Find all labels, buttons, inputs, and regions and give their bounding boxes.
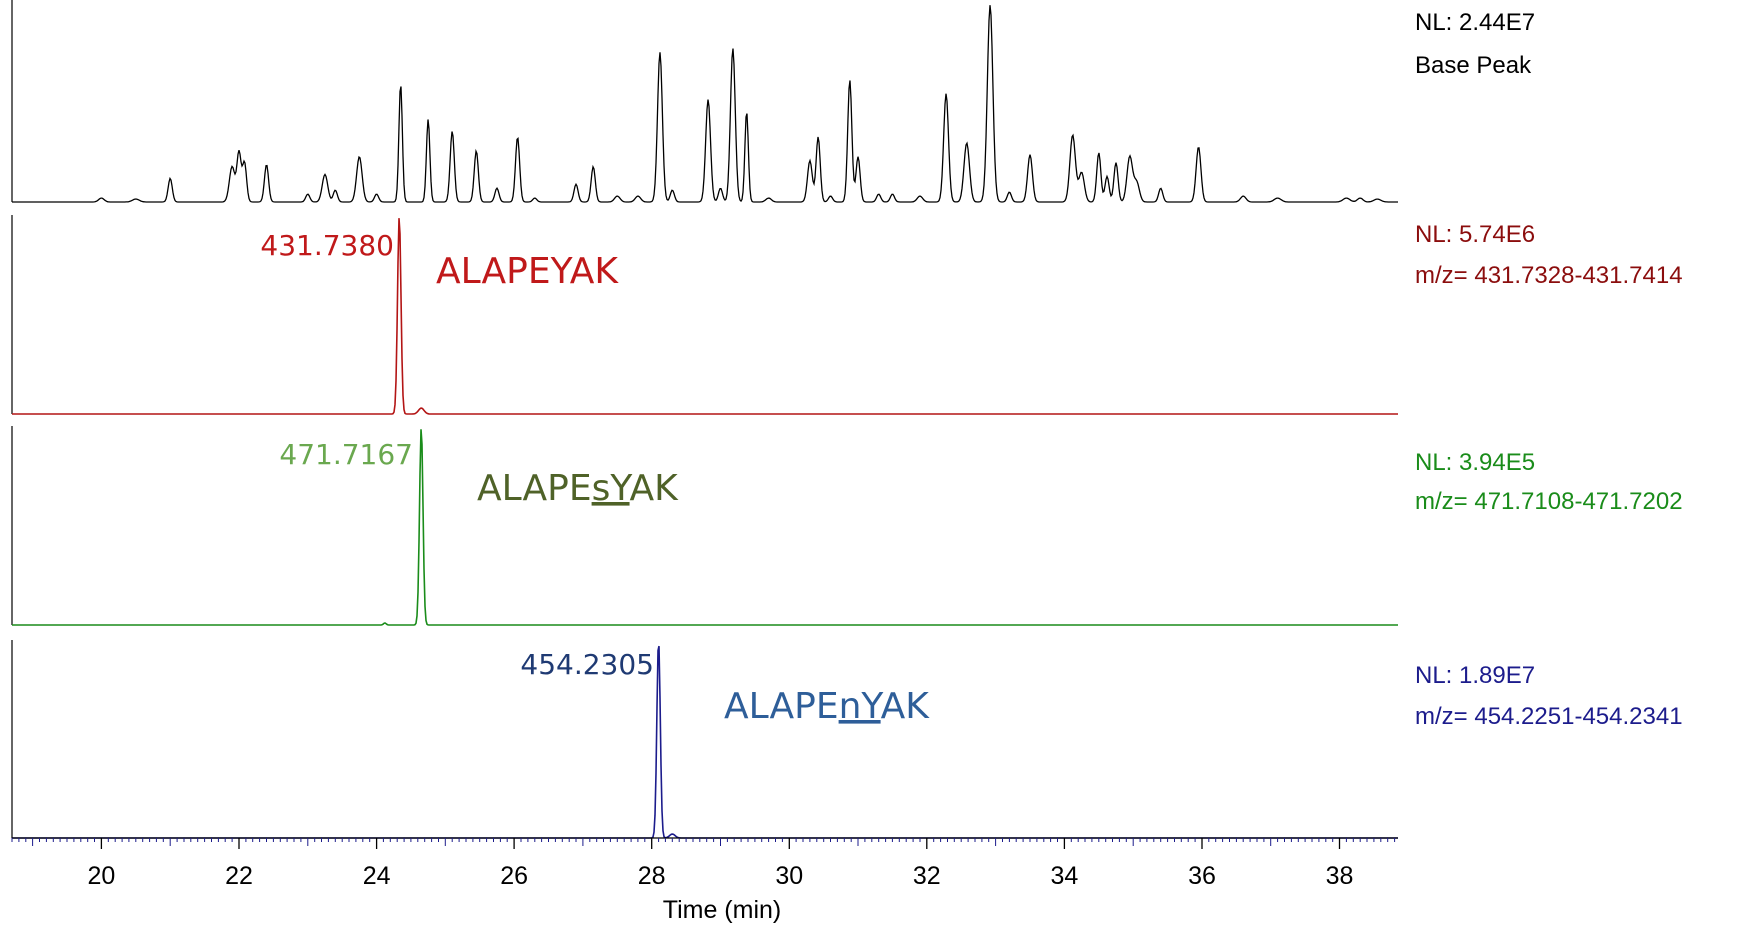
alapeyak-peptide-label: ALAPEYAK — [436, 251, 619, 292]
panel-alapeyak: 431.7380 ALAPEYAK NL: 5.74E6 m/z= 431.73… — [11, 215, 1683, 415]
x-axis: 20 22 24 26 28 30 32 34 36 38 — [11, 837, 1398, 890]
alapeyak-mz-label: 431.7380 — [260, 229, 394, 262]
x-axis-title: Time (min) — [663, 896, 782, 924]
alapesyak-mz-range-label: m/z= 471.7108-471.7202 — [1415, 488, 1683, 515]
alapesyak-trace — [12, 429, 1398, 626]
x-tick-label: 26 — [500, 862, 528, 890]
panel-base-peak: NL: 2.44E7 Base Peak — [11, 0, 1535, 203]
x-tick-label: 36 — [1188, 862, 1216, 890]
x-tick-label: 32 — [913, 862, 941, 890]
alapenyak-mz-range-label: m/z= 454.2251-454.2341 — [1415, 703, 1683, 730]
alapenyak-peptide-label: ALAPEnYAK — [724, 686, 930, 727]
alapenyak-nl-label: NL: 1.89E7 — [1415, 662, 1535, 689]
panel-alapenyak: 454.2305 ALAPEnYAK NL: 1.89E7 m/z= 454.2… — [11, 640, 1683, 839]
base-peak-trace — [12, 5, 1398, 203]
alapenyak-mz-label: 454.2305 — [520, 648, 654, 681]
x-tick-label: 24 — [363, 862, 391, 890]
alapeyak-trace — [12, 218, 1398, 415]
alapesyak-peptide-modified-residue: sY — [592, 468, 634, 509]
alapenyak-peptide-prefix: ALAPE — [724, 686, 839, 727]
alapenyak-trace — [12, 645, 1398, 839]
alapeyak-peptide-text: ALAPEYAK — [436, 251, 619, 292]
x-tick-label: 22 — [225, 862, 253, 890]
x-tick-label: 38 — [1326, 862, 1354, 890]
x-tick-label: 20 — [87, 862, 115, 890]
x-tick-label: 30 — [775, 862, 803, 890]
panel-alapesyak: 471.7167 ALAPEsYAK NL: 3.94E5 m/z= 471.7… — [11, 426, 1683, 626]
alapeyak-nl-label: NL: 5.74E6 — [1415, 221, 1535, 248]
base-peak-label: Base Peak — [1415, 52, 1532, 79]
alapenyak-peptide-suffix: AK — [881, 686, 931, 727]
alapenyak-peptide-modified-residue: nY — [839, 686, 885, 727]
x-tick-label: 28 — [638, 862, 666, 890]
x-tick-label: 34 — [1050, 862, 1078, 890]
alapesyak-peptide-label: ALAPEsYAK — [477, 468, 679, 509]
alapesyak-peptide-prefix: ALAPE — [477, 468, 592, 509]
alapesyak-peptide-suffix: AK — [630, 468, 680, 509]
alapeyak-mz-range-label: m/z= 431.7328-431.7414 — [1415, 262, 1683, 289]
alapesyak-mz-label: 471.7167 — [279, 438, 413, 471]
base-nl-label: NL: 2.44E7 — [1415, 9, 1535, 36]
alapesyak-nl-label: NL: 3.94E5 — [1415, 449, 1535, 476]
